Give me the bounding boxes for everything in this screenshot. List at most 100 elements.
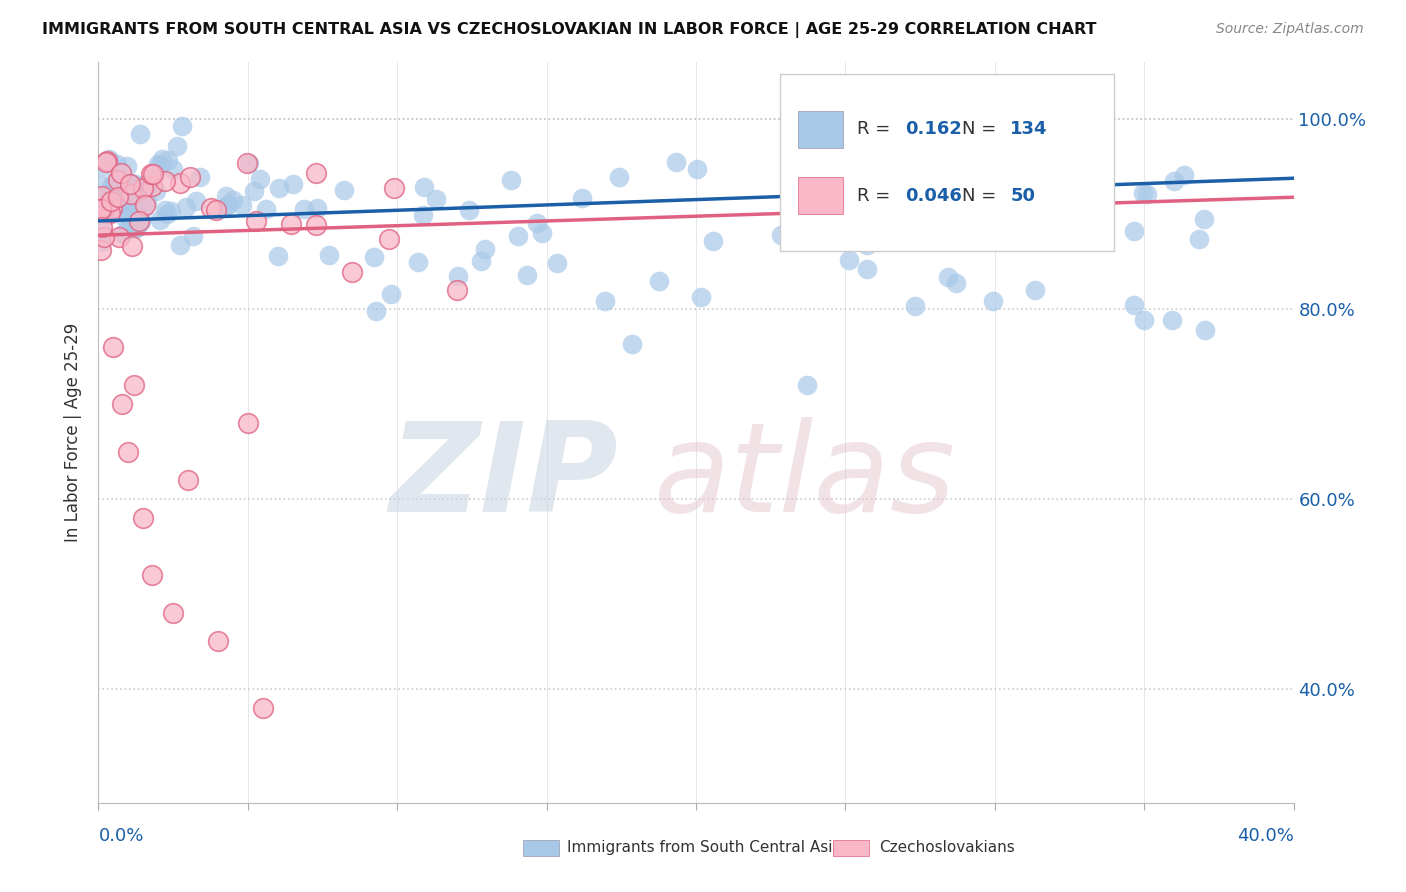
Point xyxy=(593,293,616,308)
Point xyxy=(94,207,117,221)
Point xyxy=(474,242,496,256)
Point xyxy=(526,216,548,230)
Point xyxy=(104,204,127,219)
Point xyxy=(121,186,143,201)
Point xyxy=(105,157,128,171)
Point xyxy=(107,172,129,186)
Point xyxy=(94,200,117,214)
Text: R =: R = xyxy=(858,120,896,138)
Point xyxy=(499,172,522,186)
Point xyxy=(134,198,156,212)
Point xyxy=(127,179,149,194)
Point xyxy=(166,139,188,153)
Bar xyxy=(523,840,558,856)
Point xyxy=(111,209,134,223)
Point xyxy=(1188,232,1211,246)
Point xyxy=(796,378,818,392)
Point xyxy=(204,203,226,218)
Point xyxy=(686,161,709,176)
Point xyxy=(125,221,148,235)
Text: 40.0%: 40.0% xyxy=(1237,827,1294,845)
Point xyxy=(117,186,139,200)
Point xyxy=(169,177,191,191)
FancyBboxPatch shape xyxy=(779,73,1115,252)
Point xyxy=(1122,224,1144,238)
Point xyxy=(1123,298,1146,312)
Point xyxy=(245,214,267,228)
Point xyxy=(121,181,143,195)
Point xyxy=(117,200,139,214)
Point xyxy=(236,156,259,170)
Text: N =: N = xyxy=(963,186,1002,204)
Point xyxy=(139,167,162,181)
Point xyxy=(382,181,405,195)
Point xyxy=(231,197,253,211)
Point xyxy=(156,206,179,220)
Point xyxy=(118,195,141,210)
Point xyxy=(1194,323,1216,337)
Point xyxy=(406,254,429,268)
Point xyxy=(101,201,124,215)
Point xyxy=(177,473,200,487)
Point xyxy=(134,201,156,215)
Point xyxy=(801,234,824,248)
Point xyxy=(93,193,115,207)
Text: Source: ZipAtlas.com: Source: ZipAtlas.com xyxy=(1216,22,1364,37)
Point xyxy=(702,234,724,248)
Point xyxy=(457,202,479,217)
Point xyxy=(447,269,470,284)
Point xyxy=(546,255,568,269)
Point xyxy=(571,190,593,204)
Point xyxy=(111,397,134,411)
Point xyxy=(366,304,388,318)
Point xyxy=(162,606,184,620)
Text: ZIP: ZIP xyxy=(389,417,619,538)
Point xyxy=(120,213,142,227)
Text: 50: 50 xyxy=(1011,186,1035,204)
Point xyxy=(945,276,967,290)
Text: 0.162: 0.162 xyxy=(905,120,962,138)
Point xyxy=(855,261,877,276)
Point xyxy=(1192,211,1215,226)
Point xyxy=(188,170,211,185)
Point xyxy=(217,198,239,212)
Point xyxy=(112,227,135,242)
Point xyxy=(112,190,135,204)
Point xyxy=(129,214,152,228)
Text: 134: 134 xyxy=(1011,120,1047,138)
Point xyxy=(121,238,143,252)
Point xyxy=(981,294,1004,309)
Point xyxy=(98,153,121,167)
Point xyxy=(831,157,853,171)
Point xyxy=(267,181,290,195)
Point xyxy=(217,198,239,212)
Point xyxy=(100,194,122,208)
Point xyxy=(1160,313,1182,327)
Point xyxy=(98,205,121,219)
Point xyxy=(769,228,792,243)
Point xyxy=(91,218,114,232)
Point xyxy=(142,167,165,181)
Point xyxy=(135,194,157,209)
Point xyxy=(281,177,304,191)
Text: atlas: atlas xyxy=(654,417,956,538)
Point xyxy=(900,159,922,173)
Y-axis label: In Labor Force | Age 25-29: In Labor Force | Age 25-29 xyxy=(65,323,83,542)
Point xyxy=(904,299,927,313)
Point xyxy=(425,192,447,206)
Point xyxy=(108,230,131,244)
Point xyxy=(252,701,274,715)
Point xyxy=(207,634,229,648)
Point xyxy=(100,180,122,194)
Point xyxy=(305,166,328,180)
Point xyxy=(124,378,146,392)
Point xyxy=(621,337,644,351)
Text: Immigrants from South Central Asia: Immigrants from South Central Asia xyxy=(567,839,842,855)
Point xyxy=(110,166,132,180)
Point xyxy=(530,226,553,240)
Point xyxy=(172,120,194,134)
Point xyxy=(305,201,328,215)
Text: 0.046: 0.046 xyxy=(905,186,962,204)
Point xyxy=(169,238,191,252)
Point xyxy=(779,162,801,177)
